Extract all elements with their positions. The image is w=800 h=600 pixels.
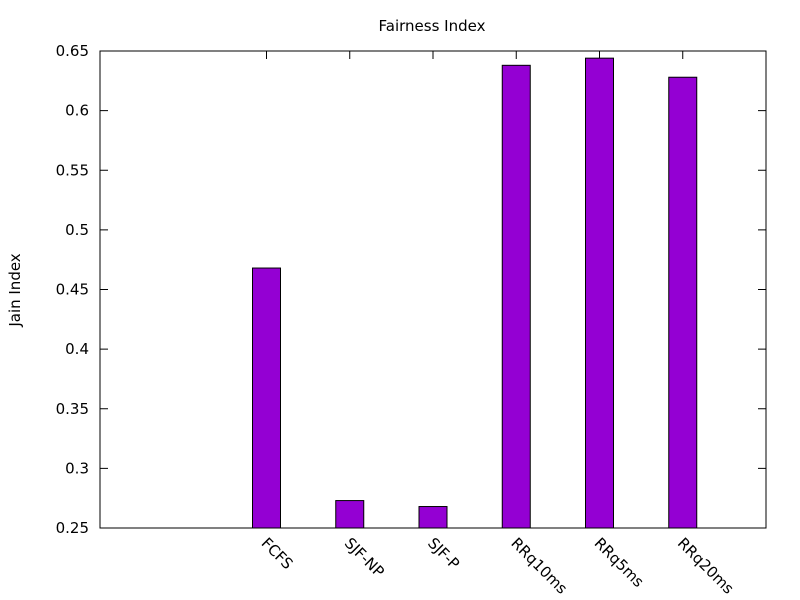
bar-rrq10ms: [501, 64, 531, 529]
y-tick-label: 0.5: [65, 221, 89, 239]
x-axis-ticks: FCFS SJF-NP SJF-P RRq10ms RRq5ms RRq20ms: [258, 51, 738, 598]
y-axis-ticks: 0.25 0.3 0.35 0.4 0.45 0.5 0.55 0.6 0.65: [56, 42, 766, 537]
x-tick-label: RRq20ms: [674, 534, 738, 598]
y-tick-label: 0.45: [56, 281, 89, 299]
y-tick-label: 0.55: [56, 161, 89, 179]
x-tick-label: SJF-P: [424, 534, 463, 573]
y-tick-label: 0.6: [65, 102, 89, 120]
y-axis-label: Jain Index: [6, 253, 24, 327]
y-tick-label: 0.4: [65, 340, 89, 358]
bar-rrq5ms: [585, 57, 614, 529]
y-tick-label: 0.35: [56, 400, 89, 418]
plot-frame: [99, 50, 767, 529]
y-tick-label: 0.65: [56, 42, 89, 60]
bars: [252, 57, 698, 529]
y-tick-label: 0.3: [65, 459, 89, 477]
y-tick-label: 0.25: [56, 519, 89, 537]
bar-sjf-np: [335, 500, 365, 529]
x-tick-label: SJF-NP: [341, 534, 388, 581]
bar-rrq20ms: [668, 76, 698, 529]
chart-title: Fairness Index: [379, 17, 486, 35]
x-tick-label: FCFS: [258, 534, 297, 573]
bar-fcfs: [252, 267, 281, 529]
bar-sjf-p: [418, 506, 448, 529]
x-tick-label: RRq5ms: [591, 534, 648, 591]
x-tick-label: RRq10ms: [507, 534, 571, 598]
